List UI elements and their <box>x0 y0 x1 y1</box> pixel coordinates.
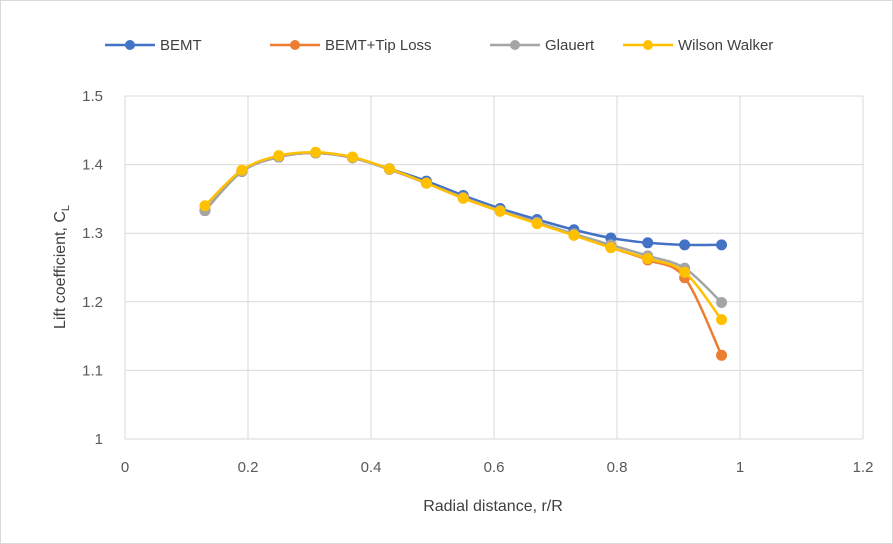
series-line <box>204 150 723 321</box>
legend-label: BEMT+Tip Loss <box>325 37 432 54</box>
legend-label: BEMT <box>160 37 202 54</box>
series-lines <box>199 146 728 361</box>
legend-item: Wilson Walker <box>623 37 773 54</box>
series-wilson-walker <box>199 146 728 326</box>
data-point <box>679 239 691 251</box>
x-tick-label: 0.4 <box>361 459 382 476</box>
legend-item: Glauert <box>490 37 595 54</box>
data-point <box>383 163 395 175</box>
x-tick-label: 0.6 <box>484 459 505 476</box>
data-point <box>347 151 359 163</box>
y-tick-label: 1.4 <box>82 157 103 174</box>
data-point <box>642 253 654 265</box>
legend-marker <box>510 40 520 50</box>
y-axis-title: Lift coefficient, CL <box>52 205 72 329</box>
legend: BEMT BEMT+Tip Loss Glauert Wilson Walker <box>105 37 773 54</box>
y-axis-title-subscript: L <box>60 205 72 211</box>
data-point <box>531 218 543 230</box>
data-point <box>310 146 322 158</box>
x-tick-label: 0.8 <box>607 459 628 476</box>
x-tick-label: 1 <box>736 459 744 476</box>
data-point <box>716 239 728 251</box>
data-point <box>457 192 469 204</box>
x-tick-label: 1.2 <box>853 459 874 476</box>
y-tick-label: 1 <box>95 431 103 448</box>
series-line <box>204 151 723 304</box>
data-point <box>568 229 580 241</box>
legend-marker <box>125 40 135 50</box>
x-tick-label: 0.2 <box>238 459 259 476</box>
data-point <box>420 177 432 189</box>
x-axis-title: Radial distance, r/R <box>423 498 563 515</box>
y-tick-label: 1.1 <box>82 362 103 379</box>
legend-marker <box>290 40 300 50</box>
data-point <box>679 266 691 278</box>
data-point <box>716 296 728 308</box>
legend-item: BEMT+Tip Loss <box>270 37 432 54</box>
legend-marker <box>643 40 653 50</box>
data-point <box>273 150 285 162</box>
y-tick-label: 1.5 <box>82 88 103 105</box>
gridlines <box>124 95 864 440</box>
y-axis-title-main: Lift coefficient, C <box>52 211 69 329</box>
y-tick-label: 1.2 <box>82 294 103 311</box>
data-point <box>716 314 728 326</box>
legend-label: Wilson Walker <box>678 37 773 54</box>
legend-label: Glauert <box>545 37 595 54</box>
data-point <box>494 205 506 217</box>
data-point <box>236 164 248 176</box>
tick-labels: 1 1.1 1.2 1.3 1.4 1.5 0 0.2 0.4 0.6 0.8 1 1.2 <box>82 88 873 476</box>
legend-item: BEMT <box>105 37 202 54</box>
series-glauert <box>199 147 728 308</box>
y-tick-label: 1.3 <box>82 225 103 242</box>
data-point <box>199 200 211 212</box>
data-point <box>716 349 728 361</box>
x-tick-label: 0 <box>121 459 129 476</box>
data-point <box>605 242 617 254</box>
data-point <box>642 237 654 249</box>
